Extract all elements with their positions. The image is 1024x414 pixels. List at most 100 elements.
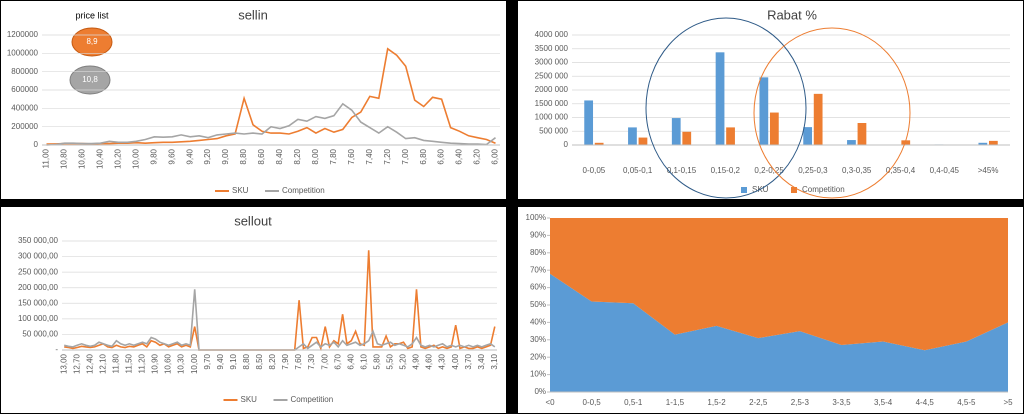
x-tick-label: 8,60 xyxy=(257,148,266,164)
bar xyxy=(715,52,725,146)
x-tick-label: 0,2-0,25 xyxy=(754,166,784,175)
x-tick-label: 8,20 xyxy=(268,353,277,369)
series-line xyxy=(46,47,496,145)
x-tick-label: 0,35-0,4 xyxy=(886,166,916,175)
chart-title: sellin xyxy=(238,7,268,22)
x-tick-label: 3,5-4 xyxy=(874,398,893,407)
x-tick-label: 10,60 xyxy=(78,148,87,169)
x-tick-label: 0,25-0,3 xyxy=(798,166,828,175)
x-tick-label: 12,40 xyxy=(85,353,94,374)
x-tick-label: 8,80 xyxy=(242,353,251,369)
x-tick-label: 7,20 xyxy=(383,148,392,164)
y-tick-label: 70% xyxy=(530,265,546,274)
x-tick-label: 9,80 xyxy=(149,148,158,164)
x-tick-label: 7,60 xyxy=(294,353,303,369)
series-line xyxy=(46,102,496,146)
x-tick-label: 6,80 xyxy=(419,148,428,164)
x-tick-label: 8,00 xyxy=(311,148,320,164)
x-tick-label: 10,90 xyxy=(151,353,160,374)
y-tick-label: 600000 xyxy=(11,85,38,94)
x-tick-label: 3-3,5 xyxy=(832,398,851,407)
y-tick-label: 80% xyxy=(530,248,546,257)
x-tick-label: 6,40 xyxy=(455,148,464,164)
x-tick-label: 5,20 xyxy=(399,353,408,369)
y-tick-label: 50 000,00 xyxy=(22,330,58,339)
x-tick-label: 0,15-0,2 xyxy=(711,166,741,175)
x-tick-label: 7,00 xyxy=(401,148,410,164)
annotation: 8,9 xyxy=(86,37,98,46)
bar xyxy=(978,142,988,145)
y-tick-label: 800000 xyxy=(11,67,38,76)
chart-title: Rabat % xyxy=(767,7,817,22)
x-tick-label: 0,4-0,45 xyxy=(930,166,960,175)
legend-label: SKU xyxy=(241,395,258,404)
x-tick-label: 5,50 xyxy=(386,353,395,369)
x-tick-label: 0,05-0,1 xyxy=(623,166,653,175)
y-tick-label: 100% xyxy=(526,213,546,222)
y-tick-label: 2000 000 xyxy=(535,85,569,94)
x-tick-label: 6,10 xyxy=(359,353,368,369)
x-tick-label: 3,70 xyxy=(464,353,473,369)
x-tick-label: 9,40 xyxy=(216,353,225,369)
x-tick-label: 6,70 xyxy=(333,353,342,369)
y-tick-label: 500 000 xyxy=(539,126,568,135)
y-tick-label: 3000 000 xyxy=(535,58,569,67)
y-tick-label: 10% xyxy=(530,370,546,379)
y-tick-label: 250 000,00 xyxy=(18,267,59,276)
x-tick-label: 3,10 xyxy=(490,353,499,369)
y-tick-label: 4000 000 xyxy=(535,30,569,39)
x-tick-label: 10,00 xyxy=(131,148,140,169)
x-tick-label: 6,40 xyxy=(346,353,355,369)
x-tick-label: <0 xyxy=(545,398,555,407)
legend-swatch xyxy=(791,187,797,193)
x-tick-label: 6,20 xyxy=(473,148,482,164)
x-tick-label: 10,00 xyxy=(190,353,199,374)
bar xyxy=(638,137,648,145)
y-tick-label: 300 000,00 xyxy=(18,252,59,261)
x-tick-label: 10,80 xyxy=(60,148,69,169)
y-tick-label: 200 000,00 xyxy=(18,283,59,292)
x-tick-label: 11,20 xyxy=(138,353,147,373)
y-tick-label: 0% xyxy=(534,387,546,396)
highlight-circle xyxy=(645,17,807,199)
y-tick-label: 1200000 xyxy=(7,30,39,39)
x-tick-label: 11,00 xyxy=(42,148,51,168)
x-tick-label: 0,3-0,35 xyxy=(842,166,872,175)
x-tick-label: >5 xyxy=(1003,398,1013,407)
x-tick-label: 13,00 xyxy=(59,353,68,374)
y-tick-label: 400000 xyxy=(11,103,38,112)
x-tick-label: 9,20 xyxy=(203,148,212,164)
x-tick-label: 0-0,05 xyxy=(583,166,606,175)
legend-label: SKU xyxy=(232,186,249,195)
y-tick-label: 50% xyxy=(530,300,546,309)
x-tick-label: 7,00 xyxy=(320,353,329,369)
x-tick-label: 6,60 xyxy=(437,148,446,164)
y-tick-label: 20% xyxy=(530,352,546,361)
x-tick-label: 0-0,5 xyxy=(583,398,602,407)
y-tick-label: 150 000,00 xyxy=(18,298,59,307)
x-tick-label: 4,00 xyxy=(451,353,460,369)
x-tick-label: 4-4,5 xyxy=(916,398,935,407)
x-tick-label: 11,50 xyxy=(125,353,134,373)
y-tick-label: 200000 xyxy=(11,122,38,131)
area xyxy=(550,273,1008,392)
x-tick-label: 4,30 xyxy=(438,353,447,369)
legend-label: Competition xyxy=(282,186,325,195)
bar xyxy=(726,127,735,145)
x-tick-label: 12,70 xyxy=(72,353,81,374)
x-tick-label: 4,5-5 xyxy=(957,398,976,407)
bar xyxy=(901,140,911,145)
x-tick-label: 4,60 xyxy=(425,353,434,369)
bar xyxy=(671,118,681,145)
x-tick-label: 8,20 xyxy=(293,148,302,164)
y-tick-label: 0 xyxy=(34,140,39,149)
highlight-circle xyxy=(753,27,911,199)
x-tick-label: 10,40 xyxy=(95,148,104,169)
y-tick-label: 60% xyxy=(530,283,546,292)
y-tick-label: - xyxy=(55,345,58,354)
bar xyxy=(584,100,594,145)
bar xyxy=(803,127,813,145)
y-tick-label: 40% xyxy=(530,318,546,327)
